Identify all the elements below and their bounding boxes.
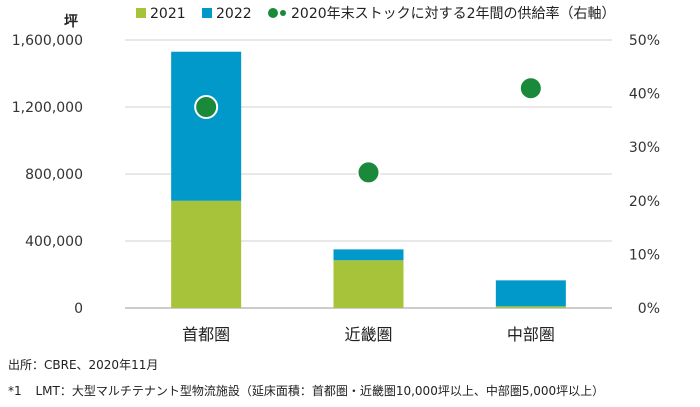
bar-2021 (333, 260, 404, 308)
bars (171, 51, 566, 308)
legend: 2021 2022 2020年末ストックに対する2年間の供給率（右軸） (136, 5, 616, 22)
source-note: 出所：CBRE、2020年11月 (8, 358, 159, 372)
chart: 2021 2022 2020年末ストックに対する2年間の供給率（右軸） 坪 0 4… (12, 5, 660, 344)
bar-2021 (495, 306, 566, 308)
footnote-mark: *1 (8, 384, 22, 398)
legend-marker-supply-rate-small (280, 10, 286, 16)
bar-2022 (333, 249, 404, 261)
bar-2022 (171, 51, 242, 201)
bar-2021 (171, 200, 242, 308)
y-right-tick-label: 20% (629, 194, 660, 210)
y-right-ticks: 0% 10% 20% 30% 40% 50% (629, 33, 660, 317)
category-label: 中部圏 (507, 325, 555, 344)
y-left-ticks: 0 400,000 800,000 1,200,000 1,600,000 (12, 33, 83, 317)
category-label: 近畿圏 (344, 325, 392, 344)
y-left-unit-label: 坪 (64, 14, 78, 30)
supply-rate-point (356, 160, 381, 185)
footnote: *1 LMT：大型マルチテナント型物流施設（延床面積：首都圏・近畿圏10,000… (8, 382, 604, 399)
y-right-tick-label: 0% (638, 301, 660, 317)
legend-label-2021: 2021 (150, 6, 186, 22)
category-labels: 首都圏 近畿圏 中部圏 (182, 325, 555, 344)
y-right-tick-label: 50% (629, 33, 660, 49)
y-right-tick-label: 30% (629, 140, 660, 156)
category-label: 首都圏 (182, 325, 230, 344)
bar-2022 (495, 280, 566, 307)
supply-rate-point (518, 76, 543, 101)
y-left-tick-label: 400,000 (25, 234, 83, 250)
legend-label-supply-rate: 2020年末ストックに対する2年間の供給率（右軸） (291, 5, 616, 22)
footnote-text: LMT：大型マルチテナント型物流施設（延床面積：首都圏・近畿圏10,000坪以上… (35, 384, 605, 398)
legend-marker-supply-rate (268, 8, 278, 18)
y-right-tick-label: 10% (629, 247, 660, 263)
supply-rate-point (194, 95, 219, 119)
legend-swatch-2022 (202, 8, 212, 18)
legend-swatch-2021 (136, 8, 146, 18)
legend-label-2022: 2022 (216, 6, 252, 22)
y-left-tick-label: 0 (74, 301, 83, 317)
y-left-tick-label: 800,000 (25, 167, 83, 183)
y-left-tick-label: 1,200,000 (12, 100, 83, 116)
y-right-tick-label: 40% (629, 87, 660, 103)
y-left-tick-label: 1,600,000 (12, 33, 83, 49)
supply-rate-points (194, 76, 543, 185)
